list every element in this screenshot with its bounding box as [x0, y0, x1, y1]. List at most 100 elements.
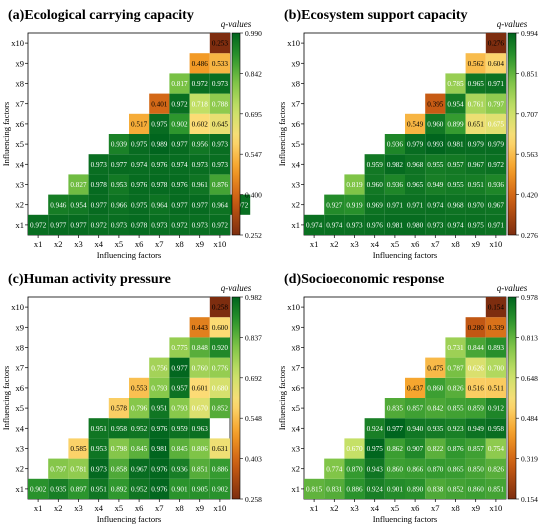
heatmap-cell: [445, 194, 466, 215]
heatmap-cell: [209, 194, 230, 215]
cell-value-label: 0.977: [91, 201, 108, 209]
heatmap-cell: [425, 174, 446, 195]
heatmap-cell: [68, 478, 89, 499]
heatmap-cell: [445, 134, 466, 155]
cell-value-label: 0.475: [427, 364, 444, 372]
x-tick-label: x2: [330, 503, 339, 513]
colorbar-label: q-values: [221, 19, 252, 29]
heatmap-cell: [129, 154, 150, 175]
cell-value-label: 0.339: [488, 324, 505, 332]
cell-value-label: 0.517: [131, 121, 148, 129]
x-tick-label: x10: [214, 239, 227, 249]
colorbar-tick-label: 0.842: [245, 69, 262, 78]
colorbar-tick-label: 0.990: [245, 29, 262, 38]
cell-value-label: 0.976: [151, 465, 168, 473]
cell-value-label: 0.977: [111, 161, 128, 169]
cell-value-label: 0.967: [488, 201, 505, 209]
cell-value-label: 0.954: [70, 201, 87, 209]
heatmap-cell: [129, 214, 150, 235]
x-axis-label: Influencing factors: [97, 514, 161, 524]
x-tick-label: x8: [451, 503, 460, 513]
cell-value-label: 0.971: [387, 201, 404, 209]
y-tick-label: x7: [292, 363, 301, 373]
colorbar-tick-label: 0.420: [521, 191, 538, 200]
cell-value-label: 0.893: [488, 344, 505, 352]
y-tick-label: x7: [16, 363, 25, 373]
cell-value-label: 0.826: [447, 385, 464, 393]
colorbar-tick-label: 0.851: [521, 69, 538, 78]
y-tick-label: x10: [11, 38, 24, 48]
heatmap-cell: [129, 113, 150, 134]
cell-value-label: 0.920: [212, 344, 229, 352]
heatmap-cell: [344, 194, 365, 215]
cell-value-label: 0.645: [212, 121, 229, 129]
heatmap-cell: [28, 478, 49, 499]
colorbar-tick-label: 0.813: [521, 333, 538, 342]
cell-value-label: 0.788: [212, 100, 229, 108]
heatmap-cell: [149, 377, 170, 398]
colorbar-tick-label: 0.707: [521, 110, 538, 119]
cell-value-label: 0.253: [212, 40, 229, 48]
cell-value-label: 0.797: [488, 100, 505, 108]
heatmap-cell: [384, 398, 405, 419]
cell-value-label: 0.943: [367, 465, 384, 473]
heatmap-cell: [465, 337, 486, 358]
heatmap-cell: [88, 154, 109, 175]
heatmap-cell: [169, 398, 190, 419]
colorbar-tick-label: 0.276: [521, 231, 538, 240]
heatmap-cell: [149, 134, 170, 155]
cell-value-label: 0.806: [192, 445, 209, 453]
cell-value-label: 0.886: [212, 465, 229, 473]
heatmap-cell: [209, 174, 230, 195]
cell-value-label: 0.972: [171, 100, 188, 108]
x-tick-label: x3: [350, 239, 359, 249]
heatmap-cell: [405, 418, 426, 439]
heatmap-cell: [324, 214, 345, 235]
heatmap-cell: [209, 93, 230, 114]
heatmap-cell: [425, 154, 446, 175]
cell-value-label: 0.976: [131, 181, 148, 189]
y-tick-label: x9: [16, 58, 25, 68]
cell-value-label: 0.870: [346, 465, 363, 473]
x-tick-label: x10: [490, 239, 503, 249]
cell-value-label: 0.976: [151, 161, 168, 169]
heatmap-cell: [384, 214, 405, 235]
cell-value-label: 0.562: [468, 60, 485, 68]
heatmap-cell: [465, 418, 486, 439]
x-tick-label: x1: [310, 239, 319, 249]
heatmap-cell: [465, 93, 486, 114]
heatmap-cell: [209, 214, 230, 235]
cell-value-label: 0.951: [151, 405, 168, 413]
cell-value-label: 0.395: [427, 100, 444, 108]
cell-value-label: 0.876: [212, 181, 229, 189]
cell-value-label: 0.973: [212, 80, 229, 88]
heatmap-cell: [149, 438, 170, 459]
cell-value-label: 0.553: [131, 385, 148, 393]
cell-value-label: 0.965: [468, 80, 485, 88]
cell-value-label: 0.953: [91, 445, 108, 453]
y-tick-label: x8: [292, 343, 301, 353]
cell-value-label: 0.981: [151, 445, 168, 453]
heatmap-cell: [485, 337, 506, 358]
cell-value-label: 0.974: [427, 201, 444, 209]
heatmap-cell: [344, 214, 365, 235]
heatmap-cell: [189, 113, 210, 134]
cell-value-label: 0.974: [131, 161, 148, 169]
colorbar: [507, 296, 517, 500]
heatmap-cell: [485, 113, 506, 134]
heatmap-cell: [169, 458, 190, 479]
heatmap-cell: [485, 134, 506, 155]
cell-value-label: 0.977: [192, 201, 209, 209]
colorbar: [507, 32, 517, 236]
x-axis-label: Influencing factors: [373, 514, 437, 524]
cell-value-label: 0.973: [151, 222, 168, 230]
cell-value-label: 0.978: [91, 181, 108, 189]
cell-value-label: 0.981: [447, 141, 464, 149]
cell-value-label: 0.401: [151, 100, 168, 108]
cell-value-label: 0.844: [468, 344, 485, 352]
x-tick-label: x5: [391, 503, 400, 513]
heatmap-cell: [169, 113, 190, 134]
heatmap-cell: [129, 398, 150, 419]
cell-value-label: 0.975: [131, 141, 148, 149]
